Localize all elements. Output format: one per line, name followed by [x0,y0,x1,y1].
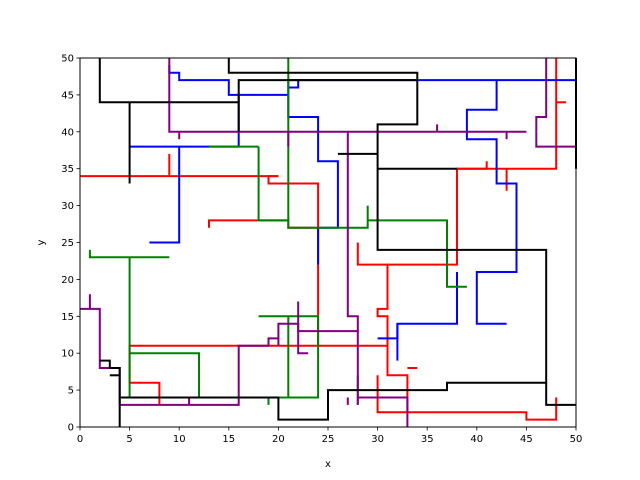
series-4-segment-5 [297,301,309,355]
y-tick-label: 35 [61,164,74,175]
y-tick-label: 20 [61,275,74,286]
y-tick-label: 30 [61,201,74,212]
series-1-segment-6 [387,58,558,266]
y-tick-label: 40 [61,127,74,138]
series-layer [80,58,577,427]
y-tick-label: 0 [68,423,74,434]
y-tick-label: 50 [61,54,74,65]
series-2-segment-4 [465,80,518,325]
x-tick-label: 20 [272,434,285,445]
y-tick-label: 45 [61,90,74,101]
x-tick-label: 25 [322,434,335,445]
series-5-segment-1 [98,58,240,132]
y-tick-layer: 0 5 10 15 20 25 30 35 40 45 50 [61,54,80,434]
x-tick-label: 40 [470,434,483,445]
series-1-segment-5 [318,242,389,347]
series-4-segment-1 [80,307,359,406]
series-3-segment-2 [128,257,320,399]
series-5-segment-7 [99,359,121,427]
x-axis-label: x [325,459,331,470]
x-tick-label: 35 [421,434,434,445]
series-3-segment-1 [88,249,170,259]
series-2-segment-5 [396,272,458,361]
y-tick-label: 15 [61,312,74,323]
x-tick-label: 45 [520,434,533,445]
series-5-segment-2 [227,58,576,406]
series-3-segment-9 [367,219,467,288]
x-tick-layer: 0 5 10 15 20 25 30 35 40 45 50 [77,427,583,445]
y-tick-label: 5 [68,386,74,397]
series-1-segment-10 [376,345,409,414]
y-tick-label: 10 [61,349,74,360]
series-5-segment-9 [119,381,547,421]
series-5-segment-3 [237,79,418,103]
series-4-segment-15 [357,396,409,427]
series-4-segment-7 [168,58,527,133]
y-axis-label: y [36,239,47,245]
y-tick-label: 25 [61,238,74,249]
series-2-segment-6 [377,323,399,340]
x-tick-label: 5 [126,434,132,445]
x-tick-label: 15 [222,434,235,445]
series-4-segment-12 [535,58,548,132]
series-1-segment-7 [457,161,488,170]
series-3-segment-7 [257,146,369,229]
series-1-segment-12 [407,397,558,421]
x-tick-label: 10 [173,434,186,445]
x-tick-label: 30 [371,434,384,445]
x-tick-label: 50 [570,434,583,445]
series-2-segment-1 [129,79,339,265]
series-4-segment-6 [346,131,359,332]
series-4-segment-13 [535,131,576,148]
x-tick-label: 0 [77,434,83,445]
series-2-segment-3 [298,72,577,82]
